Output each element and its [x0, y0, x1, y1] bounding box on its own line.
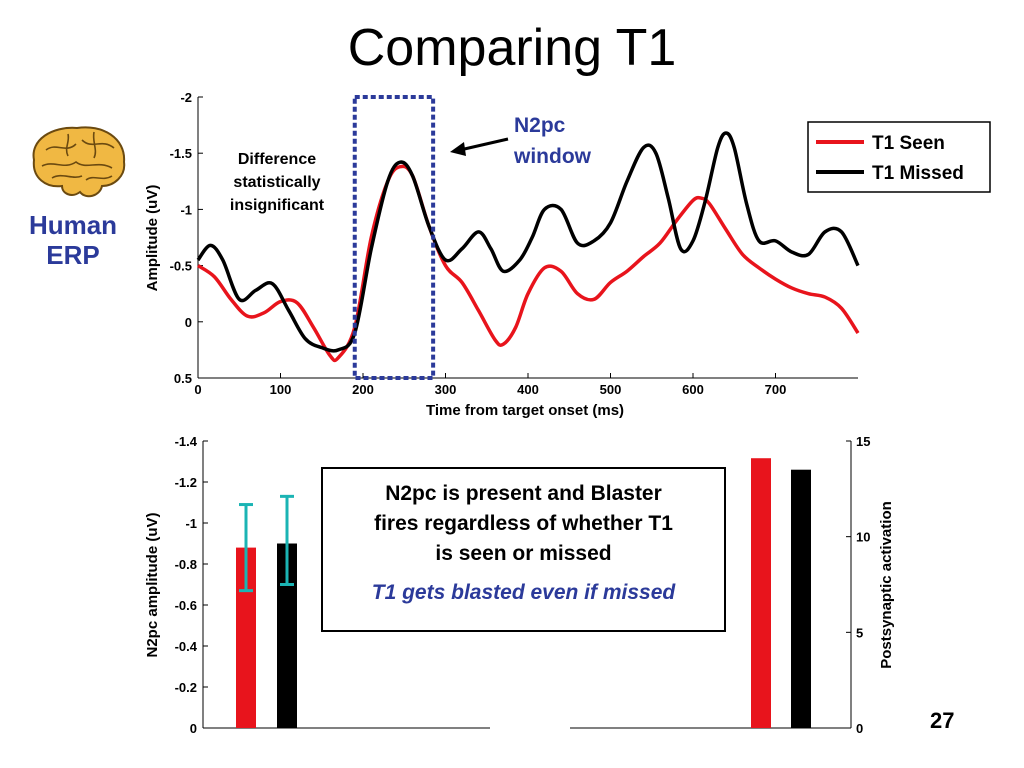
erp-x-tick-label: 200 [352, 382, 374, 397]
series-line-missed [196, 131, 860, 353]
post-y-tick-label: 0 [856, 721, 863, 736]
series-line-seen [197, 164, 860, 363]
n2pc-y-tick-label: -0.4 [175, 639, 198, 654]
erp-x-tick-label: 600 [682, 382, 704, 397]
post-y-tick-label: 5 [856, 625, 863, 640]
erp-legend: T1 Seen T1 Missed [807, 121, 991, 193]
n2pc-annotation-line2: window [513, 145, 592, 168]
n2pc-window-box [352, 95, 436, 380]
erp-x-tick-label: 700 [765, 382, 787, 397]
n2pc-y-tick-label: -0.2 [175, 680, 197, 695]
message-emphasis: T1 gets blasted even if missed [371, 581, 676, 604]
erp-x-tick-label: 400 [517, 382, 539, 397]
slide-title: Comparing T1 [347, 19, 677, 77]
legend-label-seen: T1 Seen [872, 133, 945, 154]
message-box: N2pc is present and Blaster fires regard… [321, 467, 726, 632]
message-main-line2: fires regardless of whether T1 [374, 512, 673, 535]
erp-y-tick-label: -2 [180, 90, 192, 105]
erp-y-tick-label: 0.5 [174, 371, 192, 386]
n2pc-y-tick-label: -0.8 [175, 557, 197, 572]
erp-x-tick-label: 0 [194, 382, 201, 397]
bar-seen [751, 458, 771, 728]
side-label-line2: ERP [46, 240, 100, 270]
n2pc-y-tick-label: -1.2 [175, 475, 197, 490]
erp-x-ticks: 0 100 200 300 400 500 600 700 [194, 373, 786, 397]
erp-y-tick-label: -1.5 [170, 146, 192, 161]
erp-y-tick-label: -0.5 [170, 259, 192, 274]
legend-label-missed: T1 Missed [872, 163, 964, 184]
n2pc-y-tick-label: -1 [185, 516, 197, 531]
erp-lines [196, 131, 860, 363]
n2pc-y-tick-label: -1.4 [175, 434, 198, 449]
erp-x-tick-label: 500 [600, 382, 622, 397]
n2pc-arrow [450, 137, 509, 156]
difference-annotation-line1: Difference [238, 151, 316, 168]
post-y-ticks: 0 5 10 15 [846, 434, 870, 736]
side-label-line1: Human [28, 210, 118, 240]
erp-y-tick-label: -1 [180, 202, 192, 217]
erp-y-tick-label: 0 [185, 315, 192, 330]
erp-y-label: Amplitude (uV) [144, 185, 161, 292]
message-main: N2pc is present and Blaster fires regard… [323, 479, 724, 569]
n2pc-y-label: N2pc amplitude (uV) [144, 512, 161, 657]
n2pc-annotation-line1: N2pc [514, 114, 566, 137]
message-main-line1: N2pc is present and Blaster [385, 482, 662, 505]
brain-icon [32, 126, 126, 198]
bar-missed [791, 469, 811, 728]
bar-missed [277, 543, 297, 728]
post-y-tick-label: 15 [856, 434, 870, 449]
erp-y-ticks: -2 -1.5 -1 -0.5 0 0.5 [170, 90, 203, 386]
post-bars [751, 458, 811, 728]
legend-box [807, 121, 991, 193]
page-number: 27 [930, 708, 955, 733]
n2pc-y-tick-label: 0 [190, 721, 197, 736]
bar-seen [236, 547, 256, 728]
erp-axes [197, 97, 858, 379]
message-main-line3: is seen or missed [435, 542, 612, 565]
erp-x-tick-label: 100 [270, 382, 292, 397]
post-y-tick-label: 10 [856, 530, 870, 545]
n2pc-y-ticks: -1.4 -1.2 -1 -0.8 -0.6 -0.4 -0.2 0 [175, 434, 208, 736]
difference-annotation-line2: statistically [233, 174, 320, 191]
n2pc-y-tick-label: -0.6 [175, 598, 197, 613]
erp-x-label: Time from target onset (ms) [426, 402, 624, 419]
side-label: Human ERP [18, 210, 128, 270]
post-y-label: Postsynaptic activation [878, 501, 895, 669]
erp-x-tick-label: 300 [435, 382, 457, 397]
n2pc-bars [236, 494, 297, 728]
difference-annotation-line3: insignificant [230, 197, 325, 214]
